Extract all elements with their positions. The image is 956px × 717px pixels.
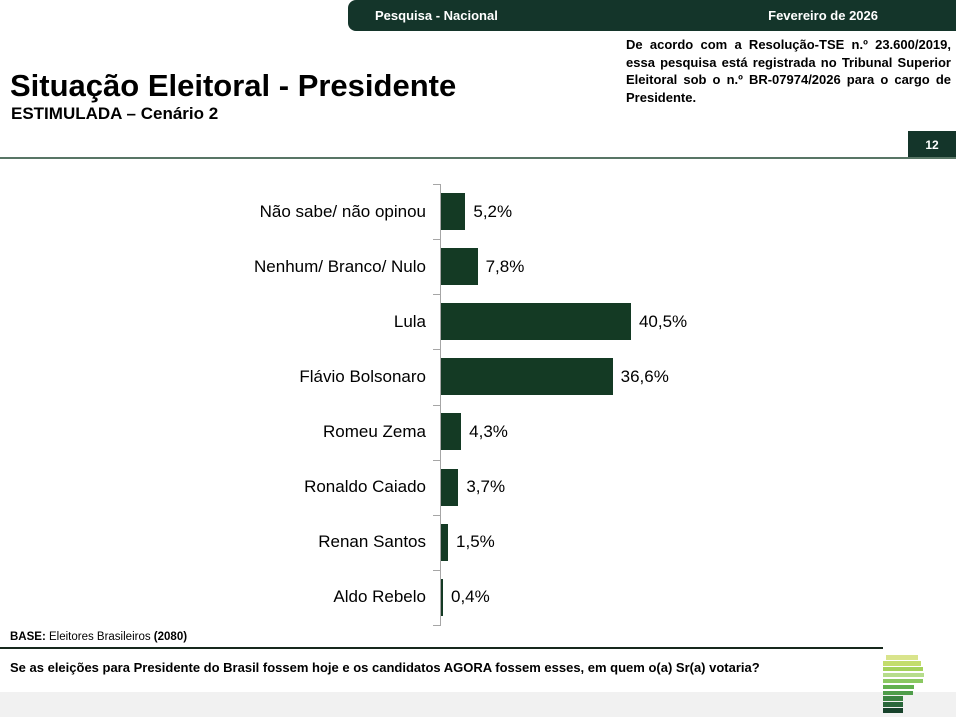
parana-pesquisas-logo — [883, 655, 943, 713]
bar-area: 3,7% — [440, 468, 956, 506]
chart-row: Nenhum/ Branco/ Nulo 7,8% — [0, 239, 956, 294]
category-label: Nenhum/ Branco/ Nulo — [254, 256, 426, 276]
axis-tick — [433, 239, 441, 240]
axis-tick — [433, 294, 441, 295]
logo-bar — [886, 655, 918, 660]
axis-tick — [433, 405, 441, 406]
bar-area: 7,8% — [440, 248, 956, 286]
logo-bar — [883, 666, 923, 672]
header-bar: Pesquisa - Nacional Fevereiro de 2026 — [348, 0, 956, 31]
axis-tick — [433, 625, 441, 626]
bar — [441, 413, 462, 451]
title-divider — [0, 157, 956, 159]
base-prefix: BASE: — [10, 631, 46, 643]
category-label: Romeu Zema — [323, 421, 426, 441]
chart-row: Não sabe/ não opinou 5,2% — [0, 184, 956, 239]
value-label: 5,2% — [473, 201, 513, 221]
category-label: Ronaldo Caiado — [304, 477, 426, 497]
value-label: 4,3% — [469, 421, 508, 441]
bar-area: 40,5% — [440, 303, 956, 341]
bar-area: 5,2% — [440, 193, 956, 231]
category-label: Renan Santos — [318, 532, 426, 552]
header-date-label: Fevereiro de 2026 — [768, 8, 878, 23]
bar-chart: Não sabe/ não opinou 5,2% Nenhum/ Branco/ … — [0, 184, 956, 626]
logo-bar — [883, 708, 903, 713]
bar — [441, 358, 613, 396]
survey-question: Se as eleições para Presidente do Brasil… — [10, 660, 760, 675]
bar — [441, 193, 466, 231]
axis-tick — [433, 570, 441, 571]
axis-tick — [433, 515, 441, 516]
bar-area: 36,6% — [440, 358, 956, 396]
logo-bar — [883, 660, 921, 666]
value-label: 40,5% — [638, 311, 688, 331]
bar — [441, 523, 449, 561]
logo-bar — [883, 684, 914, 690]
chart-row: Lula 40,5% — [0, 294, 956, 349]
bar-area: 0,4% — [440, 578, 956, 616]
bar-area: 4,3% — [440, 413, 956, 451]
chart-row: Renan Santos 1,5% — [0, 515, 956, 570]
logo-bar — [883, 672, 924, 678]
page-subtitle: ESTIMULADA – Cenário 2 — [11, 104, 219, 123]
axis-tick — [433, 184, 441, 185]
value-label: 1,5% — [456, 532, 495, 552]
base-count: (2080) — [153, 631, 188, 643]
value-label: 3,7% — [466, 477, 506, 497]
page-number: 12 — [925, 137, 939, 152]
footer-strip — [0, 692, 956, 717]
page-number-badge: 12 — [908, 131, 956, 158]
logo-bar — [883, 702, 903, 707]
chart-row: Aldo Rebelo 0,4% — [0, 570, 956, 625]
bar — [441, 248, 478, 286]
category-label: Flávio Bolsonaro — [299, 366, 426, 386]
bar — [441, 303, 631, 341]
chart-row: Ronaldo Caiado 3,7% — [0, 459, 956, 514]
category-label: Aldo Rebelo — [333, 587, 426, 607]
tse-registration-note: De acordo com a Resolução-TSE n.º 23.600… — [626, 37, 951, 105]
logo-bar — [883, 690, 913, 696]
value-label: 0,4% — [451, 587, 490, 607]
axis-tick — [433, 460, 441, 461]
base-note: BASE: Eleitores Brasileiros (2080) — [10, 631, 187, 643]
chart-row: Flávio Bolsonaro 36,6% — [0, 349, 956, 404]
page-title: Situação Eleitoral - Presidente — [10, 68, 457, 103]
chart-axis — [440, 184, 441, 625]
base-text: Eleitores Brasileiros — [45, 631, 154, 643]
footer-divider — [0, 647, 883, 649]
value-label: 36,6% — [620, 366, 669, 386]
logo-bar — [883, 678, 923, 684]
value-label: 7,8% — [485, 256, 525, 276]
chart-row: Romeu Zema 4,3% — [0, 404, 956, 459]
axis-tick — [433, 349, 441, 350]
bar — [441, 578, 443, 616]
category-label: Não sabe/ não opinou — [259, 201, 426, 221]
category-label: Lula — [393, 311, 426, 331]
header-survey-label: Pesquisa - Nacional — [375, 8, 498, 23]
logo-bar — [883, 696, 903, 702]
chart-rows: Não sabe/ não opinou 5,2% Nenhum/ Branco/ … — [0, 184, 956, 625]
bar — [441, 468, 459, 506]
bar-area: 1,5% — [440, 523, 956, 561]
